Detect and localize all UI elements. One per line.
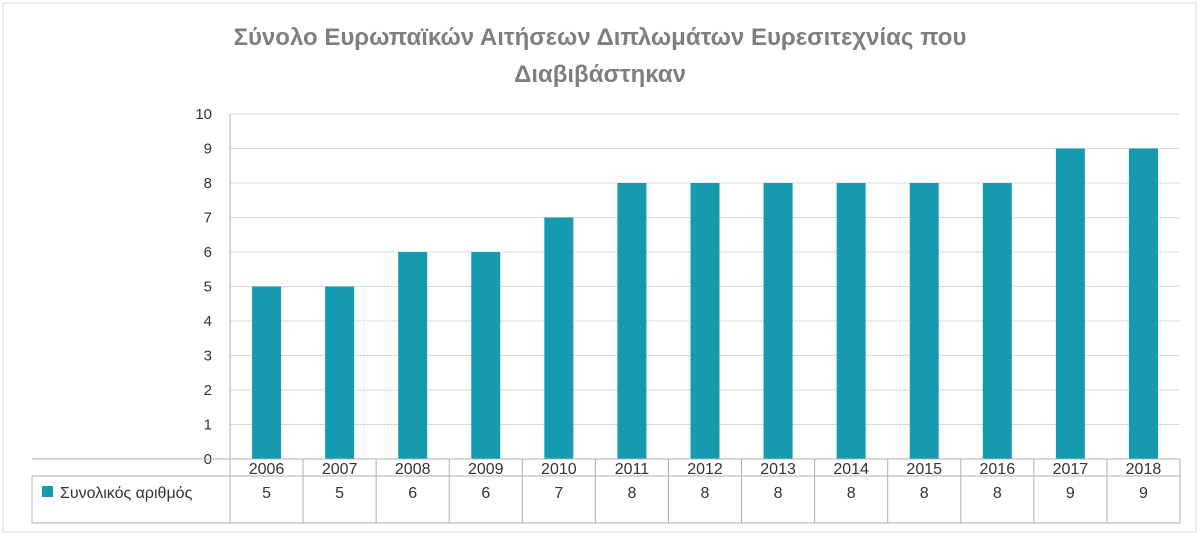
chart-title-line-1: Σύνολο Ευρωπαϊκών Αιτήσεων Διπλωμάτων Ευ… bbox=[234, 24, 967, 51]
x-category-label: 2014 bbox=[833, 461, 869, 478]
data-table-value: 8 bbox=[701, 485, 710, 502]
x-category-label: 2010 bbox=[541, 461, 577, 478]
y-tick-label: 1 bbox=[204, 417, 212, 434]
bar-2008 bbox=[398, 252, 428, 459]
y-tick-label: 8 bbox=[204, 175, 212, 192]
bar-2015 bbox=[909, 183, 939, 459]
x-category-label: 2018 bbox=[1126, 461, 1162, 478]
data-table-value: 8 bbox=[847, 485, 856, 502]
x-category-label: 2015 bbox=[906, 461, 942, 478]
bars bbox=[252, 148, 1158, 459]
x-category-label: 2006 bbox=[249, 461, 285, 478]
x-category-label: 2008 bbox=[395, 461, 431, 478]
bar-2018 bbox=[1128, 148, 1158, 459]
bar-2017 bbox=[1055, 148, 1085, 459]
y-tick-label: 3 bbox=[204, 348, 212, 365]
x-category-label: 2013 bbox=[760, 461, 796, 478]
bar-2006 bbox=[252, 286, 282, 459]
bar-2009 bbox=[471, 252, 501, 459]
y-tick-label: 2 bbox=[204, 382, 212, 399]
gridlines bbox=[229, 113, 1180, 523]
y-tick-label: 4 bbox=[204, 313, 212, 330]
data-table-value: 8 bbox=[774, 485, 783, 502]
x-category-label: 2012 bbox=[687, 461, 723, 478]
legend-swatch bbox=[42, 486, 53, 497]
data-table-value: 7 bbox=[554, 485, 563, 502]
bar-2013 bbox=[763, 183, 793, 459]
y-tick-label: 10 bbox=[195, 106, 212, 123]
x-category-label: 2009 bbox=[468, 461, 504, 478]
x-category-label: 2016 bbox=[980, 461, 1016, 478]
x-category-label: 2017 bbox=[1053, 461, 1089, 478]
data-table-value: 8 bbox=[993, 485, 1002, 502]
data-table-value: 8 bbox=[920, 485, 929, 502]
bar-2014 bbox=[836, 183, 866, 459]
data-table-value: 5 bbox=[335, 485, 344, 502]
x-category-label: 2011 bbox=[615, 461, 650, 478]
y-tick-label: 7 bbox=[204, 210, 212, 227]
data-table-value: 6 bbox=[408, 485, 417, 502]
y-tick-label: 5 bbox=[204, 279, 212, 296]
bar-2012 bbox=[690, 183, 720, 459]
x-category-label: 2007 bbox=[322, 461, 358, 478]
data-table-value: 9 bbox=[1139, 485, 1148, 502]
chart-title-line-2: Διαβιβάστηκαν bbox=[514, 61, 686, 88]
data-table: Συνολικός αριθμός 2006 5 2007 5 2008 6 2009 6 201… bbox=[31, 458, 1181, 524]
data-table-value: 6 bbox=[481, 485, 490, 502]
bar-2010 bbox=[544, 217, 574, 459]
data-table-value: 5 bbox=[262, 485, 271, 502]
bar-2016 bbox=[982, 183, 1012, 459]
bar-2007 bbox=[325, 286, 355, 459]
y-tick-label: 9 bbox=[204, 141, 212, 158]
data-table-value: 8 bbox=[627, 485, 636, 502]
data-table-value: 9 bbox=[1066, 485, 1075, 502]
y-tick-label: 6 bbox=[204, 244, 212, 261]
legend-series-name: Συνολικός αριθμός bbox=[60, 485, 193, 502]
bar-2011 bbox=[617, 183, 647, 459]
